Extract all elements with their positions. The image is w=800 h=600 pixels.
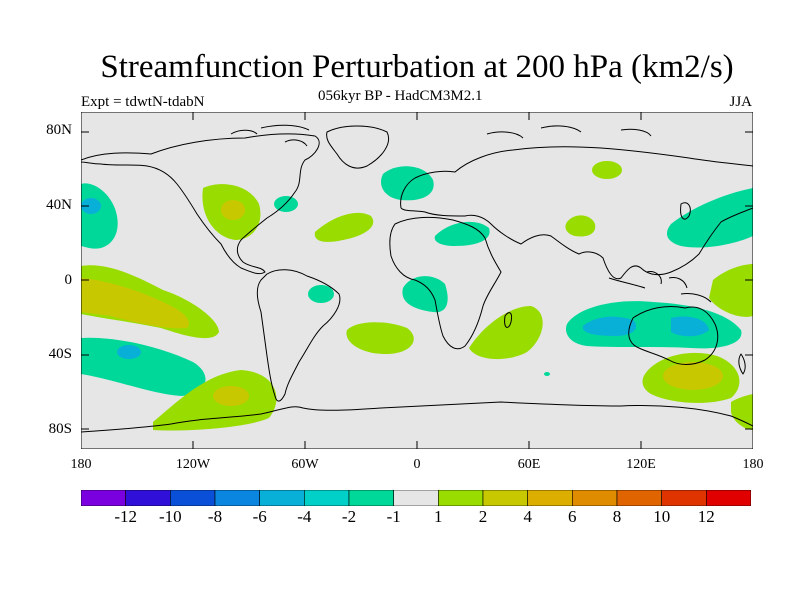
colorbar-label: 4 bbox=[523, 507, 532, 526]
coast-new-zealand bbox=[738, 353, 746, 375]
contour-east-us bbox=[274, 196, 298, 212]
coast-greenland bbox=[326, 125, 389, 169]
contour-europe bbox=[381, 166, 434, 201]
contour-tropical-pacific-inner bbox=[81, 278, 189, 329]
lon-label-120e: 120E bbox=[626, 457, 656, 472]
lat-label-80n: 80N bbox=[46, 122, 72, 138]
lon-label-120w: 120W bbox=[175, 457, 211, 472]
map-plot bbox=[81, 112, 753, 449]
contour-australia-inner bbox=[582, 316, 637, 336]
colorbar-label: -1 bbox=[386, 507, 401, 526]
lon-label-0: 0 bbox=[413, 457, 421, 472]
season-label: JJA bbox=[729, 94, 752, 110]
contour-north-america-inner bbox=[221, 200, 245, 220]
lon-label-180e: 180 bbox=[742, 457, 764, 472]
coast-japan bbox=[680, 202, 691, 220]
colorbar-swatch bbox=[572, 490, 618, 506]
colorbar-swatch bbox=[214, 490, 260, 506]
contour-southeast-edge bbox=[731, 394, 753, 430]
coast-north-america bbox=[81, 133, 320, 275]
axis-ticks bbox=[81, 112, 753, 449]
coast-eurasia bbox=[400, 146, 753, 280]
colorbar-swatch bbox=[706, 490, 751, 506]
colorbar-label: 6 bbox=[568, 507, 577, 526]
lat-label-0: 0 bbox=[64, 272, 73, 288]
contour-siberia bbox=[592, 161, 622, 179]
contour-south-atlantic bbox=[346, 322, 414, 354]
colorbar-label: 2 bbox=[478, 507, 488, 526]
colorbar-label: 10 bbox=[653, 507, 671, 526]
colorbar bbox=[81, 490, 751, 506]
contour-mediterranean bbox=[434, 221, 490, 246]
coast-arctic-islands bbox=[230, 124, 310, 147]
colorbar-swatch bbox=[527, 490, 573, 506]
coast-south-america bbox=[256, 269, 341, 402]
lon-label-60w: 60W bbox=[291, 457, 319, 472]
colorbar-swatch bbox=[170, 490, 216, 506]
contour-nw-pacific-inner bbox=[81, 198, 101, 214]
colorbar-swatch bbox=[616, 490, 662, 506]
colorbar-label: -12 bbox=[114, 507, 138, 526]
contour-arabia bbox=[565, 215, 596, 237]
colorbar-label: -10 bbox=[158, 507, 182, 526]
contour-southern-ocean-inner bbox=[213, 386, 249, 406]
contour-south-indian-west bbox=[469, 306, 543, 360]
colorbar-swatch bbox=[259, 490, 305, 506]
colorbar-swatch bbox=[438, 490, 484, 506]
colorbar-label: -4 bbox=[297, 507, 312, 526]
coast-indonesia bbox=[608, 271, 712, 303]
contour-nw-pacific-east bbox=[666, 188, 753, 248]
lat-label-80s: 80S bbox=[48, 421, 72, 437]
map-subtitle: 056kyr BP - HadCM3M2.1 bbox=[318, 88, 483, 104]
colorbar-swatch bbox=[304, 490, 350, 506]
lon-label-180w: 180 bbox=[70, 457, 92, 472]
colorbar-label: -2 bbox=[341, 507, 357, 526]
colorbar-label: -6 bbox=[252, 507, 267, 526]
contour-small-south-indian bbox=[544, 372, 550, 376]
colorbar-label: -8 bbox=[207, 507, 223, 526]
experiment-label: Expt = tdwtN-tdabN bbox=[81, 94, 205, 110]
contour-west-africa bbox=[402, 276, 448, 313]
colorbar-swatch bbox=[348, 490, 394, 506]
contour-south-pacific-inner bbox=[117, 345, 141, 359]
colorbar-label: 12 bbox=[697, 507, 715, 526]
contour-brazil bbox=[308, 285, 334, 303]
map-title: Streamfunction Perturbation at 200 hPa (… bbox=[100, 49, 734, 85]
colorbar-swatch bbox=[482, 490, 528, 506]
colorbar-label: 8 bbox=[612, 507, 622, 526]
coast-madagascar bbox=[504, 312, 512, 328]
colorbar-swatch bbox=[661, 490, 707, 506]
coast-arctic-eurasia-islands bbox=[486, 125, 652, 139]
contour-australia-outer bbox=[565, 301, 742, 349]
lat-label-40n: 40N bbox=[46, 197, 72, 213]
colorbar-swatch bbox=[393, 490, 439, 506]
contour-mid-atlantic bbox=[314, 212, 374, 242]
colorbar-label: 1 bbox=[434, 507, 443, 526]
coast-antarctica bbox=[81, 401, 753, 433]
contour-south-australia-inner bbox=[663, 362, 723, 390]
contour-south-pacific-outer bbox=[81, 337, 206, 396]
coast-africa bbox=[389, 216, 502, 350]
coast-australia bbox=[628, 305, 719, 365]
colorbar-swatch bbox=[125, 490, 171, 506]
contour-west-pacific-tropic bbox=[709, 264, 753, 317]
lat-label-40s: 40S bbox=[48, 346, 72, 362]
lon-label-60e: 60E bbox=[517, 457, 541, 472]
contour-australia-inner-east bbox=[671, 316, 709, 337]
coastlines bbox=[81, 124, 753, 433]
colorbar-swatch bbox=[81, 490, 126, 506]
